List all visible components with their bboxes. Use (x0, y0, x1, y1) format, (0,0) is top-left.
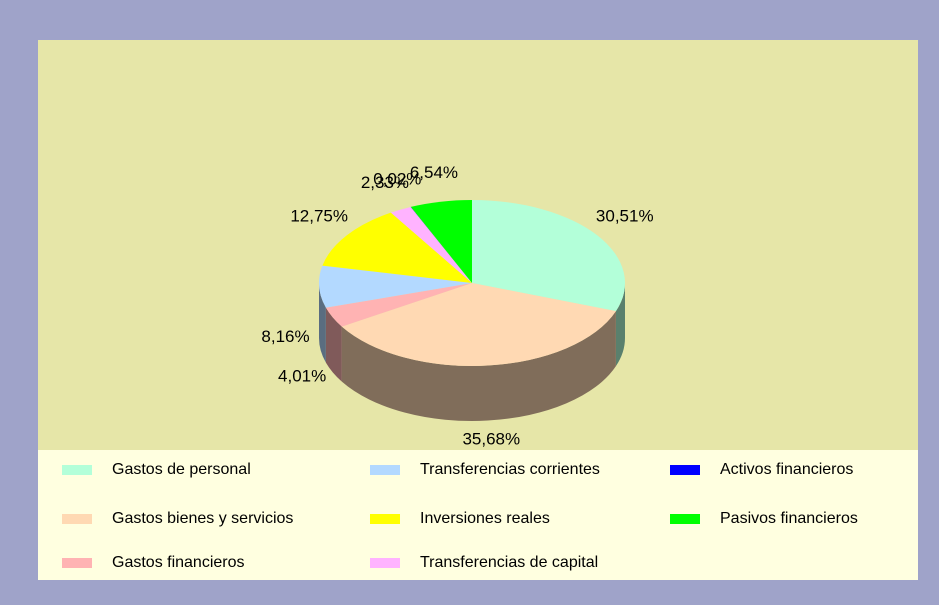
slice (322, 212, 472, 283)
legend-swatch (62, 465, 92, 475)
data-label: 8,16% (261, 327, 309, 346)
slice (410, 206, 472, 283)
legend-area (38, 450, 918, 580)
legend-label: Transferencias de capital (420, 554, 598, 571)
slice-side (325, 307, 342, 382)
legend-swatch (62, 558, 92, 568)
legend-label: Gastos de personal (112, 461, 251, 478)
slice-side (615, 283, 625, 367)
legend-swatch (370, 558, 400, 568)
slice (410, 200, 472, 283)
legend-swatch (370, 465, 400, 475)
legend-label: Pasivos financieros (720, 510, 858, 527)
legend-label: Gastos financieros (112, 554, 245, 571)
slice (472, 200, 625, 312)
data-label: 2,33% (361, 173, 409, 192)
data-label: 6,54% (410, 163, 458, 182)
slice (325, 283, 472, 327)
data-label: 30,51% (596, 206, 654, 225)
legend-swatch (670, 514, 700, 524)
legend-swatch (62, 514, 92, 524)
data-label: 0,02% (373, 170, 421, 189)
slice-side (341, 311, 616, 421)
slice (341, 283, 616, 366)
data-label: 12,75% (290, 207, 348, 226)
data-label: 35,68% (462, 429, 520, 448)
legend-label: Inversiones reales (420, 510, 550, 527)
slice-side (319, 283, 326, 363)
legend-swatch (670, 465, 700, 475)
slice (390, 206, 472, 283)
legend-label: Transferencias corrientes (420, 461, 600, 478)
data-label: 4,01% (278, 367, 326, 386)
legend-label: Activos financieros (720, 461, 853, 478)
legend-label: Gastos bienes y servicios (112, 510, 293, 527)
legend-swatch (370, 514, 400, 524)
slice (319, 265, 472, 308)
